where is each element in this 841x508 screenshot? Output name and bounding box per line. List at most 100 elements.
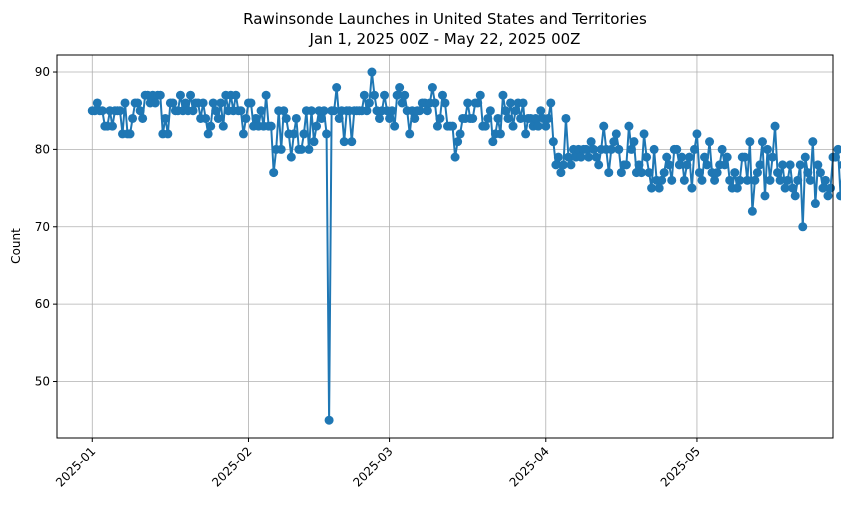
data-point — [677, 152, 687, 162]
data-point — [160, 113, 170, 123]
data-point — [813, 160, 823, 170]
data-point — [453, 137, 463, 147]
data-point — [435, 113, 445, 123]
data-point — [432, 121, 442, 131]
data-point — [279, 106, 289, 116]
data-point — [725, 175, 735, 185]
y-axis-label: Count — [9, 228, 23, 264]
data-point — [369, 90, 379, 100]
data-point — [629, 137, 639, 147]
data-point — [135, 106, 145, 116]
data-point — [546, 98, 556, 108]
data-point — [334, 113, 344, 123]
data-point — [533, 121, 543, 131]
data-point — [599, 121, 609, 131]
data-point — [798, 222, 808, 232]
data-point — [392, 90, 402, 100]
data-point — [722, 152, 732, 162]
data-point — [639, 129, 649, 139]
data-point — [820, 175, 830, 185]
data-point — [712, 168, 722, 178]
data-point — [831, 152, 841, 162]
data-point — [498, 90, 508, 100]
x-axis: 2025-01 2025-02 2025-03 2025-04 2025-05 — [53, 438, 703, 490]
plot-area-frame — [56, 54, 834, 439]
data-point — [281, 113, 291, 123]
data-point — [644, 168, 654, 178]
data-point — [770, 121, 780, 131]
data-point — [304, 144, 314, 154]
data-point — [800, 152, 810, 162]
data-point — [662, 152, 672, 162]
data-point — [747, 206, 757, 216]
data-point — [488, 137, 498, 147]
data-point — [380, 90, 390, 100]
data-point — [672, 144, 682, 154]
data-point — [203, 129, 213, 139]
data-point — [503, 113, 513, 123]
data-point — [198, 98, 208, 108]
x-tick-label: 2025-01 — [53, 444, 98, 489]
data-point — [299, 129, 309, 139]
data-point — [624, 121, 634, 131]
data-point — [553, 152, 563, 162]
data-point — [783, 175, 793, 185]
data-point — [92, 98, 102, 108]
data-point — [700, 152, 710, 162]
y-tick-label: 70 — [35, 220, 50, 234]
data-point — [609, 137, 619, 147]
data-point — [833, 144, 841, 154]
data-point — [493, 113, 503, 123]
data-point — [495, 129, 505, 139]
data-point — [710, 175, 720, 185]
data-point — [506, 98, 516, 108]
data-point — [450, 152, 460, 162]
data-point — [390, 121, 400, 131]
data-point — [785, 160, 795, 170]
data-point — [679, 175, 689, 185]
data-point — [768, 152, 778, 162]
data-point — [795, 160, 805, 170]
data-point — [347, 137, 357, 147]
data-point — [440, 98, 450, 108]
data-point — [518, 98, 528, 108]
data-point — [705, 137, 715, 147]
data-point — [480, 121, 490, 131]
data-point — [387, 106, 397, 116]
data-point — [317, 113, 327, 123]
data-point — [256, 106, 266, 116]
data-point — [238, 129, 248, 139]
data-point — [730, 168, 740, 178]
data-point — [604, 168, 614, 178]
data-point — [266, 121, 276, 131]
data-point — [647, 183, 657, 193]
data-point — [397, 98, 407, 108]
data-point — [201, 113, 211, 123]
data-point — [818, 183, 828, 193]
data-point — [558, 160, 568, 170]
data-point — [319, 106, 329, 116]
data-point — [231, 90, 241, 100]
data-point — [133, 98, 143, 108]
data-point — [155, 90, 165, 100]
data-point — [241, 113, 251, 123]
data-point — [760, 191, 770, 201]
data-point — [485, 106, 495, 116]
data-point — [692, 129, 702, 139]
data-point — [296, 144, 306, 154]
data-point — [261, 90, 271, 100]
data-point — [642, 152, 652, 162]
data-point — [211, 106, 221, 116]
data-point — [654, 183, 664, 193]
data-point — [107, 121, 117, 131]
data-point — [775, 175, 785, 185]
data-point — [463, 98, 473, 108]
data-point — [289, 129, 299, 139]
data-point — [427, 83, 437, 92]
data-point — [611, 129, 621, 139]
data-point — [586, 137, 596, 147]
data-point — [291, 113, 301, 123]
y-tick-label: 80 — [35, 142, 50, 156]
data-point — [667, 175, 677, 185]
